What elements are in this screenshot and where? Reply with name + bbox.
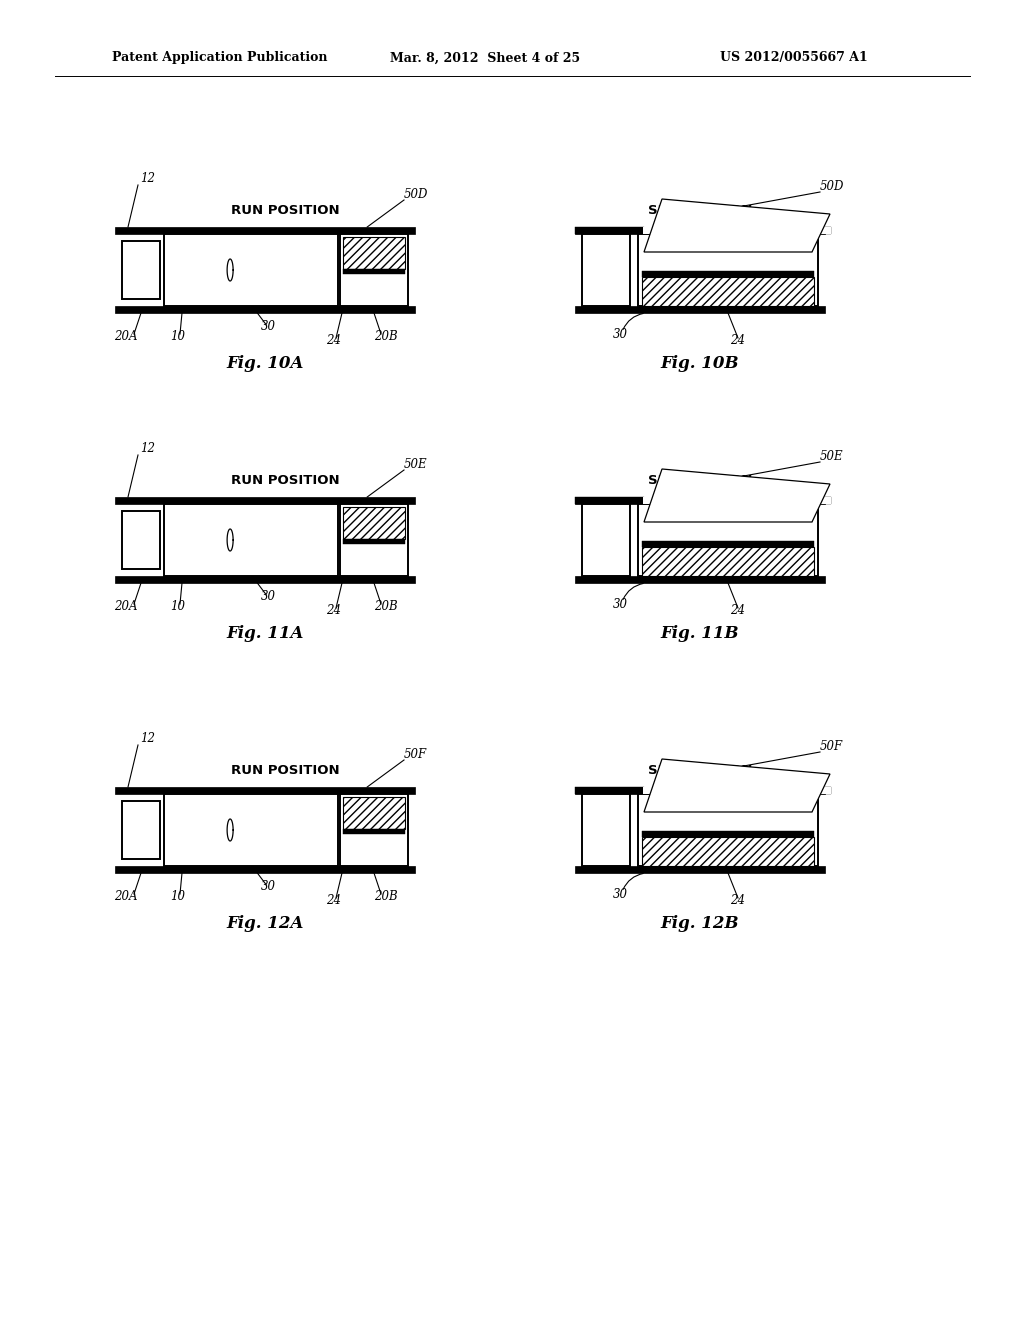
Text: 24: 24	[730, 895, 745, 908]
Bar	[575, 787, 644, 795]
Text: 50F: 50F	[404, 748, 427, 762]
Bar	[115, 498, 415, 504]
Text: Fig. 10B: Fig. 10B	[660, 355, 739, 372]
Text: Fig. 10A: Fig. 10A	[226, 355, 304, 372]
Text: 24: 24	[730, 334, 745, 347]
Text: 30: 30	[261, 590, 275, 603]
Text: 12: 12	[140, 733, 155, 746]
Text: 24: 24	[730, 605, 745, 618]
Text: SET POSITION: SET POSITION	[648, 474, 753, 487]
Bar	[575, 498, 825, 504]
Text: RUN POSITION: RUN POSITION	[230, 764, 339, 777]
Text: 24: 24	[327, 334, 341, 347]
Text: 20B: 20B	[374, 601, 397, 614]
Bar	[642, 271, 814, 277]
Polygon shape	[644, 199, 830, 252]
Text: 50D: 50D	[820, 181, 845, 194]
Bar	[115, 306, 415, 313]
Bar	[164, 795, 338, 866]
Bar	[643, 498, 831, 504]
Bar	[343, 269, 406, 273]
Text: 12: 12	[140, 173, 155, 186]
Text: 50D: 50D	[404, 189, 428, 202]
Text: 10: 10	[171, 601, 185, 614]
Bar	[575, 306, 825, 313]
Bar	[575, 576, 825, 583]
Bar	[343, 238, 406, 269]
Bar	[575, 498, 644, 504]
Bar	[582, 504, 630, 576]
Bar	[340, 234, 408, 306]
Text: 30: 30	[612, 329, 628, 342]
Bar	[575, 866, 825, 873]
Text: 50F: 50F	[820, 741, 843, 754]
Bar	[340, 795, 408, 866]
Text: Patent Application Publication: Patent Application Publication	[112, 51, 328, 65]
Bar	[638, 234, 818, 306]
Bar	[642, 277, 814, 306]
Bar	[575, 227, 644, 234]
Polygon shape	[644, 759, 830, 812]
Text: RUN POSITION: RUN POSITION	[230, 474, 339, 487]
Text: 10: 10	[171, 891, 185, 903]
Polygon shape	[644, 469, 830, 521]
Text: SET POSITION: SET POSITION	[648, 205, 753, 218]
Text: 10: 10	[171, 330, 185, 343]
Text: Fig. 11A: Fig. 11A	[226, 624, 304, 642]
Text: Mar. 8, 2012  Sheet 4 of 25: Mar. 8, 2012 Sheet 4 of 25	[390, 51, 581, 65]
Bar	[340, 504, 408, 576]
Bar	[575, 787, 825, 795]
Text: 20A: 20A	[115, 601, 138, 614]
Text: 24: 24	[327, 605, 341, 618]
Bar	[642, 837, 814, 866]
Text: 12: 12	[140, 442, 155, 455]
Text: Fig. 12B: Fig. 12B	[660, 915, 739, 932]
Text: Fig. 11B: Fig. 11B	[660, 624, 739, 642]
Bar	[343, 829, 406, 834]
Bar	[164, 234, 338, 306]
Text: 50E: 50E	[404, 458, 428, 471]
Text: 20B: 20B	[374, 330, 397, 343]
Bar	[642, 832, 814, 837]
Bar	[642, 541, 814, 548]
Text: 30: 30	[612, 598, 628, 611]
Bar	[643, 787, 831, 795]
Bar	[343, 797, 406, 829]
Bar	[164, 504, 338, 576]
Bar	[115, 866, 415, 873]
Text: 20A: 20A	[115, 330, 138, 343]
Bar	[643, 227, 831, 234]
Bar	[582, 234, 630, 306]
Text: 30: 30	[261, 880, 275, 894]
Bar	[575, 227, 825, 234]
Text: 20B: 20B	[374, 891, 397, 903]
Bar	[122, 242, 160, 298]
Bar	[825, 227, 831, 234]
Bar	[642, 548, 814, 576]
Bar	[115, 787, 415, 795]
Text: 20A: 20A	[115, 891, 138, 903]
Text: 50E: 50E	[820, 450, 844, 463]
Bar	[115, 576, 415, 583]
Bar	[825, 787, 831, 795]
Bar	[115, 227, 415, 234]
Bar	[638, 795, 818, 866]
Text: SET POSITION: SET POSITION	[648, 764, 753, 777]
Bar	[825, 498, 831, 504]
Text: RUN POSITION: RUN POSITION	[230, 205, 339, 218]
Bar	[638, 504, 818, 576]
Bar	[122, 511, 160, 569]
Bar	[343, 539, 406, 544]
Bar	[122, 801, 160, 859]
Text: US 2012/0055667 A1: US 2012/0055667 A1	[720, 51, 867, 65]
Bar	[343, 507, 406, 539]
Bar	[582, 795, 630, 866]
Text: Fig. 12A: Fig. 12A	[226, 915, 304, 932]
Text: 30: 30	[612, 888, 628, 902]
Text: 24: 24	[327, 895, 341, 908]
Text: 30: 30	[261, 321, 275, 334]
